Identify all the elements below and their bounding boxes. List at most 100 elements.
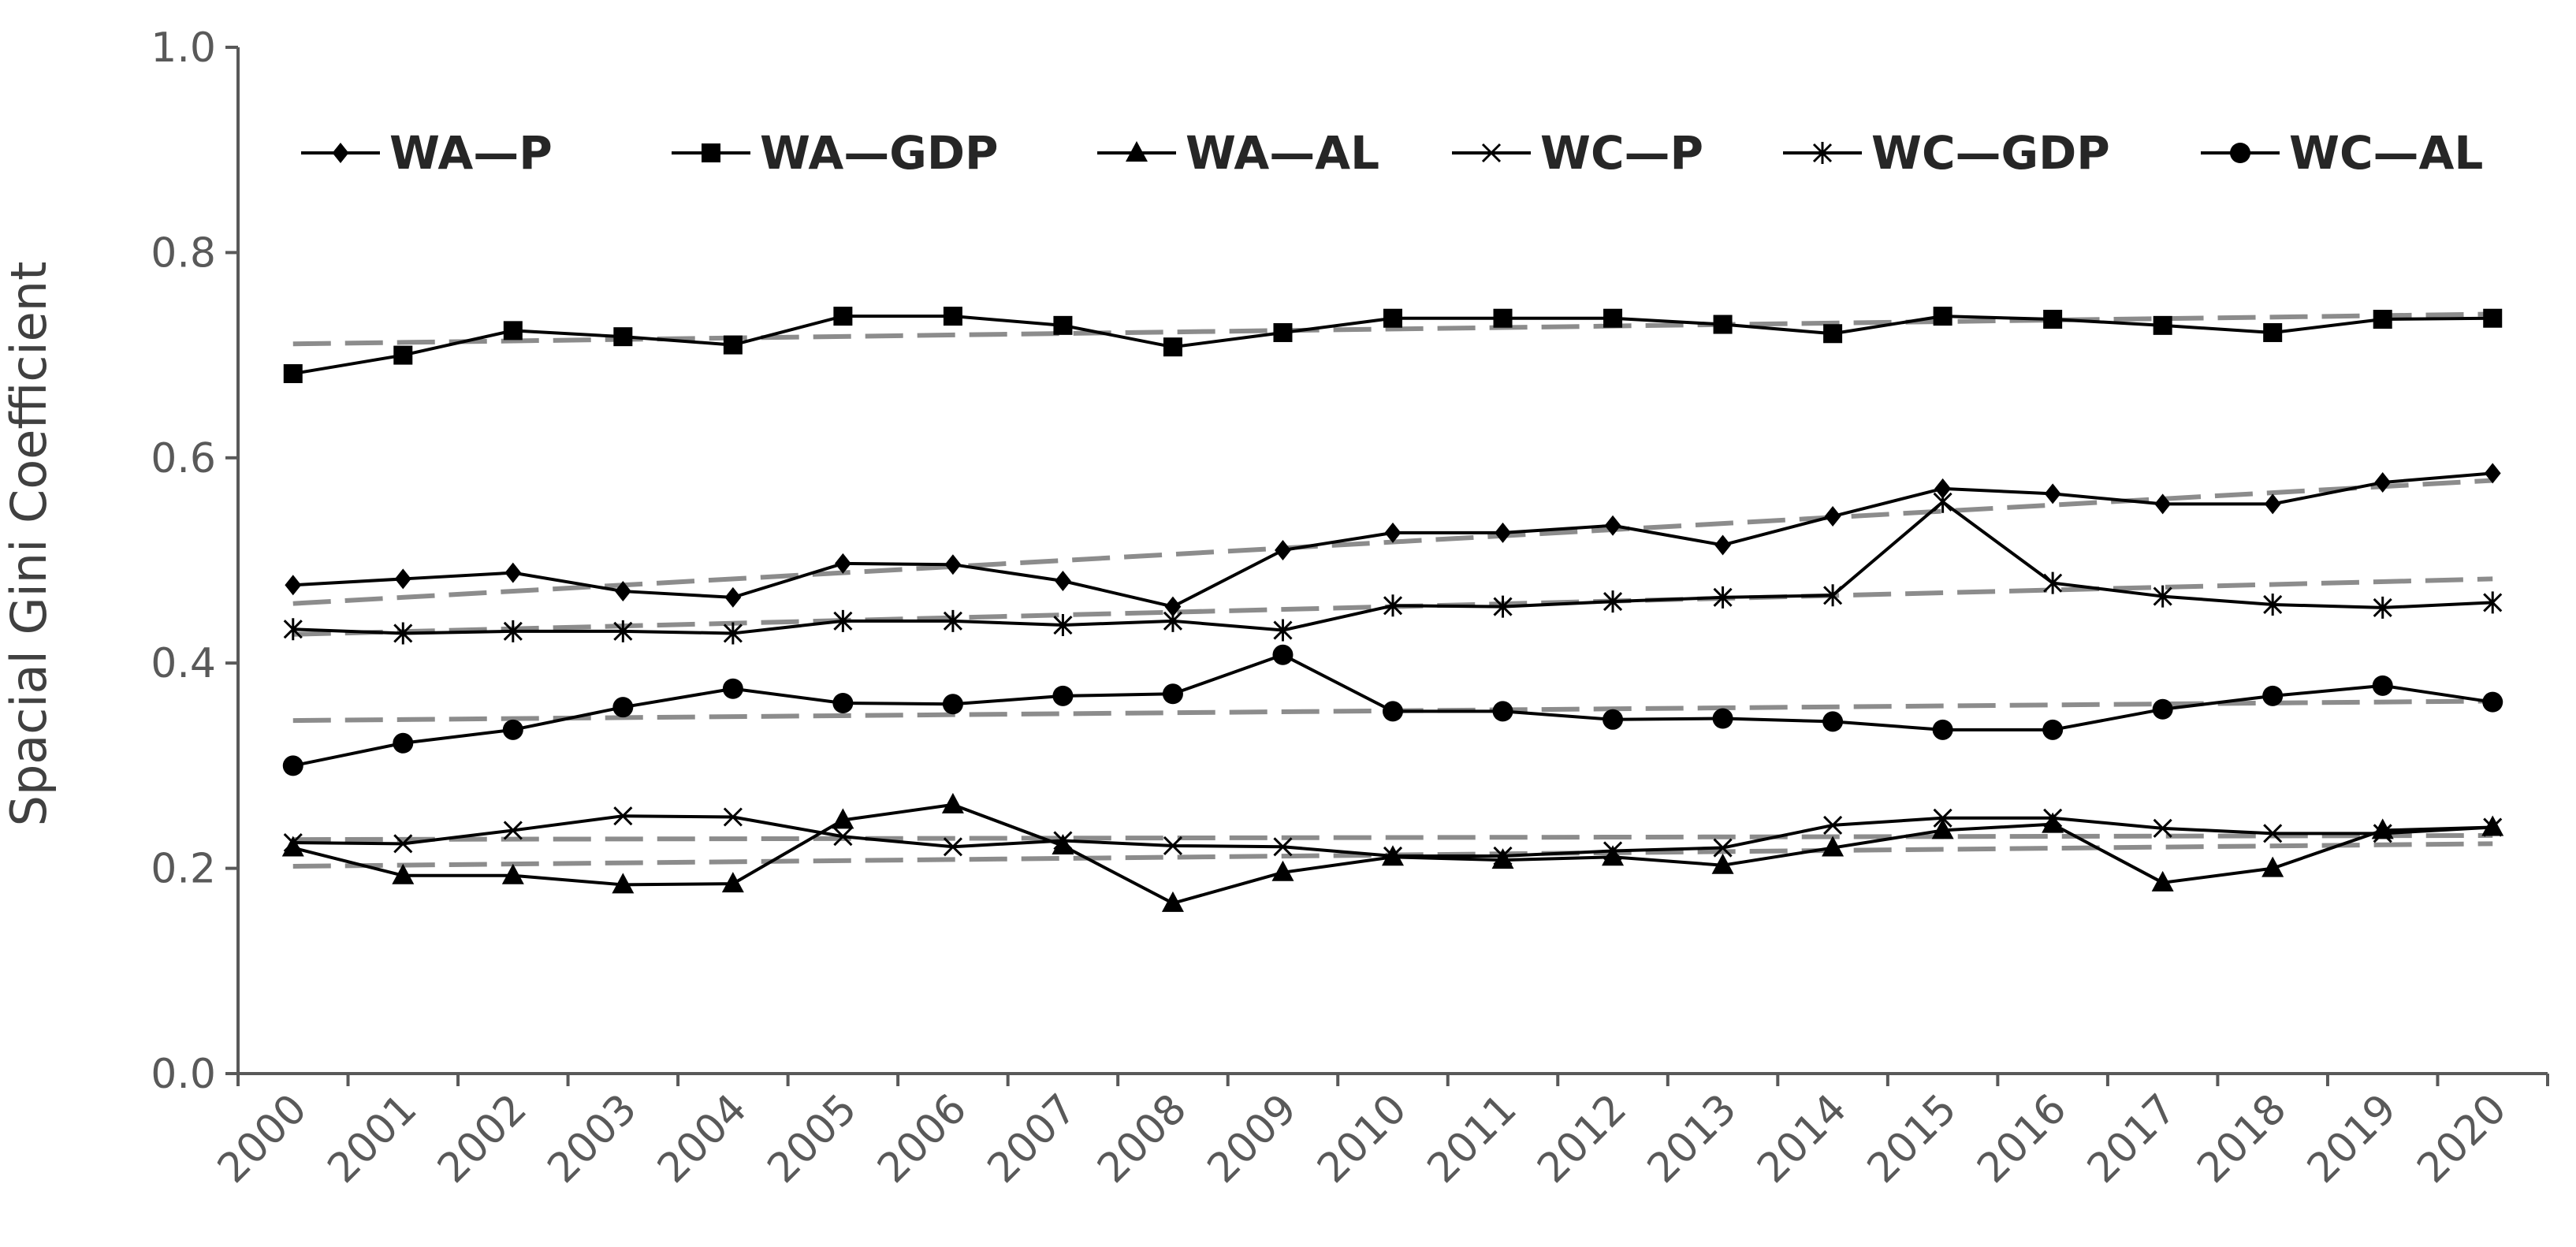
data-point: [2483, 308, 2503, 328]
data-point: [723, 622, 743, 645]
data-point: [1493, 595, 1513, 618]
series-wa-al: [281, 792, 2504, 912]
data-point: [1383, 701, 1403, 722]
y-tick-label: 0.4: [151, 640, 216, 687]
data-point: [282, 755, 303, 776]
data-point: [723, 807, 743, 827]
data-point: [503, 620, 523, 642]
data-point: [1933, 490, 1952, 513]
data-point: [1272, 644, 1294, 665]
data-series: [281, 307, 2504, 912]
data-point: [2373, 824, 2392, 843]
data-point: [1275, 539, 1291, 560]
x-tick-label: 2017: [2079, 1085, 2186, 1193]
data-point: [2044, 483, 2061, 504]
data-point: [393, 345, 413, 365]
data-point: [2152, 698, 2173, 720]
data-point: [1603, 709, 1624, 730]
x-tick-label: 2001: [318, 1085, 426, 1193]
data-point: [1492, 701, 1513, 722]
data-point: [1383, 308, 1402, 328]
data-point: [2482, 691, 2503, 713]
series-wc-p: [283, 806, 2503, 866]
data-point: [2484, 463, 2501, 484]
x-tick-label: 2014: [1748, 1085, 1856, 1193]
x-tick-label: 2013: [1639, 1085, 1746, 1193]
data-point: [1934, 478, 1952, 499]
data-point: [1383, 846, 1403, 866]
data-point: [1493, 308, 1513, 328]
data-point: [613, 327, 633, 347]
x-tick-label: 2003: [539, 1085, 646, 1193]
x-tick-label: 2000: [209, 1085, 316, 1193]
data-point: [283, 618, 303, 641]
data-point: [2043, 571, 2063, 594]
data-point: [2373, 596, 2392, 619]
x-tick-label: 2016: [1968, 1085, 2075, 1193]
x-tick-label: 2008: [1089, 1085, 1196, 1193]
x-tick-label: 2012: [1528, 1085, 1636, 1193]
data-point: [1711, 853, 1734, 874]
data-point: [943, 307, 962, 326]
data-point: [1933, 808, 1952, 828]
data-point: [2263, 824, 2283, 843]
data-point: [2153, 315, 2172, 335]
x-tick-label: 2011: [1419, 1085, 1526, 1193]
data-point: [1714, 534, 1731, 556]
data-point: [1713, 838, 1733, 858]
data-point: [1933, 307, 1952, 326]
legend-label: WA—GDP: [760, 126, 999, 180]
legend-item: WC—AL: [2201, 126, 2483, 180]
x-tick-label: 2007: [979, 1085, 1086, 1193]
data-point: [1053, 614, 1073, 637]
data-point: [2374, 472, 2392, 493]
legend-marker: [1481, 143, 1502, 163]
data-point: [1163, 337, 1182, 357]
data-point: [502, 719, 523, 740]
legend-item: WC—P: [1452, 126, 1703, 180]
legend-marker: [332, 143, 349, 163]
y-tick-label: 0.2: [151, 846, 216, 893]
data-point: [1271, 860, 1294, 881]
data-point: [392, 863, 415, 884]
legend-item: WA—AL: [1097, 126, 1379, 180]
data-point: [2153, 818, 2172, 838]
data-point: [1823, 815, 1843, 835]
data-point: [285, 575, 302, 596]
data-point: [942, 694, 963, 715]
data-point: [2043, 808, 2063, 828]
data-point: [281, 836, 304, 857]
legend-item: WA—GDP: [672, 126, 999, 180]
legend-label: WC—AL: [2289, 126, 2483, 180]
data-point: [393, 732, 414, 754]
data-point: [501, 863, 524, 884]
data-point: [2264, 493, 2281, 515]
x-tick-label: 2018: [2188, 1085, 2295, 1193]
data-point: [504, 562, 522, 583]
data-point: [724, 586, 742, 608]
data-point: [1491, 848, 1514, 869]
x-tick-label: 2009: [1199, 1085, 1306, 1193]
data-point: [1052, 833, 1074, 854]
data-point: [1053, 315, 1073, 335]
series-wa-gdp: [283, 307, 2503, 384]
data-point: [1712, 708, 1733, 729]
data-point: [1824, 506, 1841, 527]
data-point: [1604, 515, 1621, 536]
x-tick-label: 2019: [2299, 1085, 2406, 1193]
data-point: [1823, 324, 1843, 344]
data-point: [1055, 571, 1071, 592]
data-point: [503, 321, 523, 341]
data-point: [1713, 586, 1733, 609]
legend-item: WC—GDP: [1783, 126, 2110, 180]
data-point: [2154, 493, 2172, 515]
data-point: [723, 335, 743, 355]
legend-label: WA—P: [389, 126, 553, 180]
data-point: [1162, 683, 1183, 705]
data-point: [612, 697, 634, 718]
data-point: [944, 554, 962, 575]
data-point: [1495, 522, 1511, 543]
x-tick-label: 2006: [869, 1085, 976, 1193]
data-point: [2483, 591, 2503, 614]
legend-label: WA—AL: [1186, 126, 1379, 180]
